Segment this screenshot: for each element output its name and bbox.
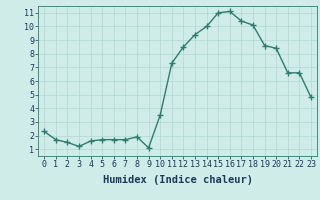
X-axis label: Humidex (Indice chaleur): Humidex (Indice chaleur) — [103, 175, 252, 185]
